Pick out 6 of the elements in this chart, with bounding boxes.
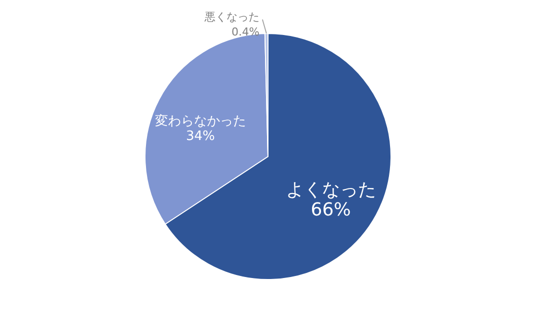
slice-label: 悪くなった [203,10,260,24]
slice-label: 変わらなかった [154,113,246,130]
data-label: 0.4% [232,26,260,39]
data-label: 34% [186,129,215,144]
slice-label: よくなった [286,179,376,200]
data-label: 66% [310,199,351,220]
